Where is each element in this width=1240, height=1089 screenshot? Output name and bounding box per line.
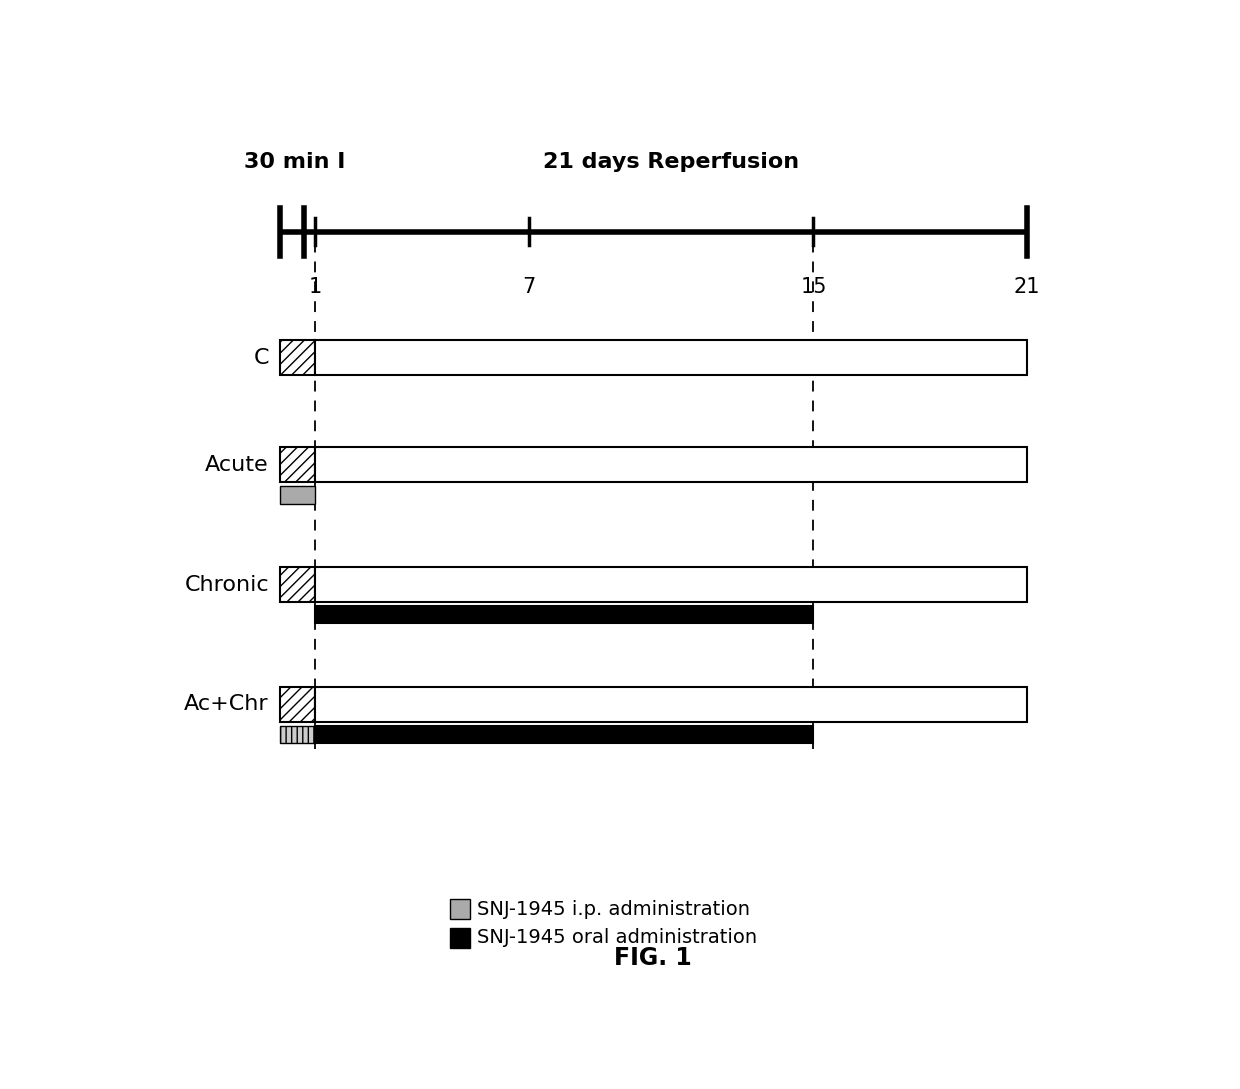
Bar	[315, 448, 1027, 482]
Bar	[279, 567, 315, 602]
Bar	[315, 341, 1027, 375]
Text: SNJ-1945 i.p. administration: SNJ-1945 i.p. administration	[477, 900, 750, 919]
Text: Ac+Chr: Ac+Chr	[185, 695, 269, 714]
Bar	[279, 486, 315, 503]
Text: Acute: Acute	[206, 455, 269, 475]
Bar	[315, 605, 813, 623]
Bar	[315, 567, 1027, 602]
Bar	[279, 448, 315, 482]
Text: 21: 21	[1014, 277, 1040, 297]
Text: 21 days Reperfusion: 21 days Reperfusion	[543, 152, 799, 172]
Bar	[450, 900, 470, 919]
Bar	[279, 725, 315, 743]
Text: FIG. 1: FIG. 1	[615, 946, 692, 970]
Text: Chronic: Chronic	[185, 575, 269, 595]
Bar	[450, 928, 470, 947]
Text: 1: 1	[309, 277, 322, 297]
Text: 15: 15	[800, 277, 827, 297]
Bar	[279, 687, 315, 722]
Text: 7: 7	[522, 277, 536, 297]
Text: SNJ-1945 oral administration: SNJ-1945 oral administration	[477, 928, 758, 947]
Text: 30 min I: 30 min I	[244, 152, 346, 172]
Bar	[315, 687, 1027, 722]
Bar	[279, 341, 315, 375]
Bar	[315, 725, 813, 743]
Text: C: C	[253, 347, 269, 368]
